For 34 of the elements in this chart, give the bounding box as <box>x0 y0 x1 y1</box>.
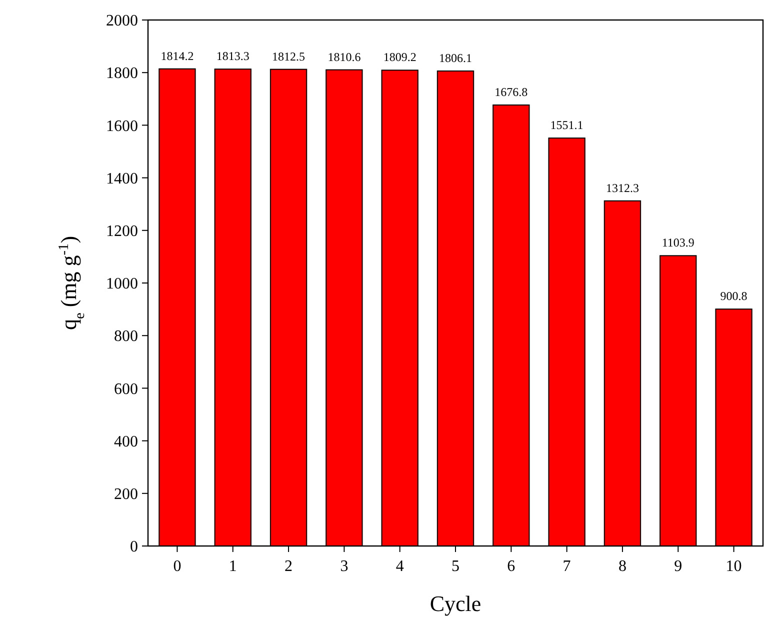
x-tick-label: 2 <box>284 558 293 575</box>
x-tick-label: 6 <box>507 558 516 575</box>
data-label: 1676.8 <box>494 85 528 99</box>
y-tick-label: 1800 <box>106 65 138 82</box>
data-label: 1809.2 <box>383 50 416 64</box>
data-label: 1806.1 <box>439 50 472 65</box>
y-tick-label: 0 <box>130 538 138 556</box>
y-tick-label: 200 <box>114 486 138 503</box>
y-tick-label: 600 <box>114 380 138 398</box>
x-axis-title: Cycle <box>430 591 482 616</box>
y-tick-label: 800 <box>114 328 138 346</box>
y-tick-label: 1200 <box>106 223 138 240</box>
x-tick-label: 3 <box>340 558 348 575</box>
y-tick-label: 1400 <box>106 170 138 188</box>
y-tick-label: 2000 <box>106 12 138 30</box>
y-tick-label: 1600 <box>106 118 138 135</box>
x-tick-label: 10 <box>726 558 742 575</box>
x-tick-label: 4 <box>396 558 404 575</box>
data-label: 1103.9 <box>662 236 694 250</box>
data-label: 1812.5 <box>272 49 306 64</box>
data-label: 1551.1 <box>550 118 584 132</box>
data-label: 1312.3 <box>606 180 639 195</box>
x-tick-label: 7 <box>562 558 571 575</box>
data-label: 1813.3 <box>216 49 250 64</box>
data-label: 1810.6 <box>328 50 361 64</box>
y-tick-label: 1000 <box>106 276 138 293</box>
data-label: 1814.2 <box>160 48 194 63</box>
x-tick-label: 1 <box>228 558 237 575</box>
x-tick-label: 8 <box>618 558 626 575</box>
x-tick-label: 5 <box>452 558 460 575</box>
x-tick-label: 9 <box>674 558 682 575</box>
data-label: 900.8 <box>720 289 748 304</box>
y-tick-label: 400 <box>114 433 138 450</box>
x-tick-label: 0 <box>173 558 182 575</box>
